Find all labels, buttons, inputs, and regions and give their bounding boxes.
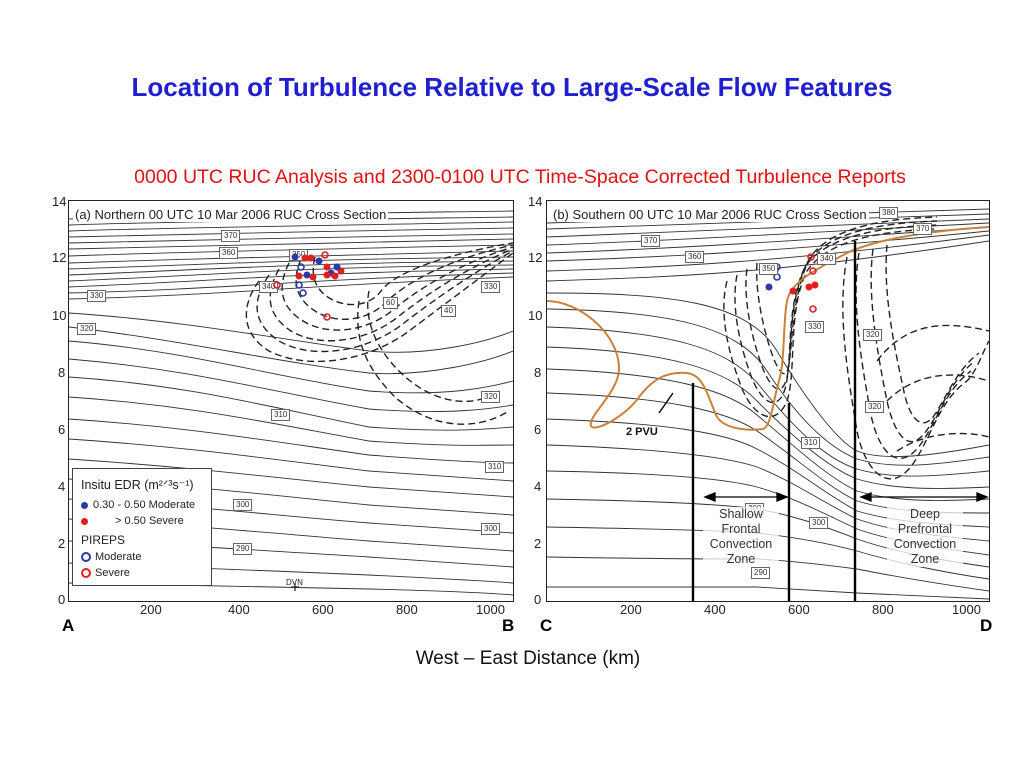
legend: Insitu EDR (m²ᐟ³s⁻¹) 0.30 - 0.50 Moderat…: [72, 468, 212, 586]
isentrope-label: 300: [481, 523, 501, 535]
isentrope-label: 310: [801, 437, 821, 449]
y-tick: 0: [534, 592, 542, 607]
legend-item: Severe: [81, 567, 130, 579]
isentrope-label: 40: [441, 305, 456, 317]
y-tick: 6: [534, 422, 542, 437]
isentrope-label: 320: [863, 329, 883, 341]
legend-item: > 0.50 Severe: [81, 515, 184, 527]
isentrope-label: 60: [383, 297, 398, 309]
section-endpoint-a: A: [62, 616, 75, 635]
y-tick: 8: [534, 365, 542, 380]
isentrope-label: 330: [481, 281, 501, 293]
y-tick: 12: [528, 250, 543, 265]
severe-dot-icon: [81, 517, 88, 525]
y-tick: 2: [58, 536, 66, 551]
cross-section-panel-b: (b) Southern 00 UTC 10 Mar 2006 RUC Cros…: [546, 200, 990, 602]
isentrope-label: 330: [87, 290, 107, 302]
legend-title: Insitu EDR (m²ᐟ³s⁻¹): [81, 478, 194, 492]
isentrope-label: 330: [805, 321, 825, 333]
isentrope-label: 300: [233, 499, 253, 511]
x-tick: 200: [140, 602, 162, 617]
y-tick: 10: [52, 308, 67, 323]
y-tick: 4: [534, 479, 542, 494]
y-tick: 10: [528, 308, 543, 323]
isentrope-label: 310: [485, 461, 505, 473]
x-tick: 800: [396, 602, 418, 617]
panel-a-turbulence-markers: [273, 251, 345, 591]
section-endpoint-b: B: [502, 616, 515, 635]
panel-a-title: (a) Northern 00 UTC 10 Mar 2006 RUC Cros…: [73, 207, 389, 222]
isentrope-label: 360: [685, 251, 705, 263]
isentrope-label: 350: [759, 263, 779, 275]
isentrope-label: 300: [809, 517, 829, 529]
slide-title: Location of Turbulence Relative to Large…: [131, 72, 893, 102]
isentrope-label: 310: [271, 409, 291, 421]
panel-b-contours: [547, 208, 989, 601]
y-tick: 8: [58, 365, 66, 380]
legend-pireps-title: PIREPS: [81, 533, 126, 547]
moderate-dot-icon: [81, 501, 88, 509]
legend-item: Moderate: [81, 551, 141, 563]
y-tick: 2: [534, 536, 542, 551]
isentrope-label: 290: [751, 567, 771, 579]
x-tick: 1000: [952, 602, 981, 617]
deep-prefrontal-convection-zone-label: Deep Prefrontal Convection Zone: [887, 507, 963, 567]
section-endpoint-c: C: [540, 616, 553, 635]
isentrope-label: 290: [233, 543, 253, 555]
panel-b-title: (b) Southern 00 UTC 10 Mar 2006 RUC Cros…: [551, 207, 869, 222]
isentrope-label: 370: [913, 223, 933, 235]
isentrope-label: 370: [641, 235, 661, 247]
station-label: DVN: [286, 578, 303, 587]
slide-subtitle: 0000 UTC RUC Analysis and 2300-0100 UTC …: [134, 166, 906, 188]
x-tick: 400: [228, 602, 250, 617]
isentrope-label: 340: [817, 253, 837, 265]
x-tick: 600: [312, 602, 334, 617]
legend-item: 0.30 - 0.50 Moderate: [81, 499, 195, 511]
cross-section-panel-a: (a) Northern 00 UTC 10 Mar 2006 RUC Cros…: [68, 200, 514, 602]
x-tick: 1000: [476, 602, 505, 617]
isentrope-label: 320: [481, 391, 501, 403]
isentrope-label: 320: [77, 323, 97, 335]
isentrope-label: 370: [221, 230, 241, 242]
isentrope-label: 320: [865, 401, 885, 413]
y-tick: 0: [58, 592, 66, 607]
pvu-annotation: 2 PVU: [626, 426, 658, 438]
y-tick: 12: [52, 250, 67, 265]
shallow-frontal-convection-zone-label: Shallow Frontal Convection Zone: [703, 507, 779, 567]
x-tick: 400: [704, 602, 726, 617]
moderate-ring-icon: [81, 552, 91, 563]
y-tick: 6: [58, 422, 66, 437]
isentrope-label: 380: [879, 207, 899, 219]
section-endpoint-d: D: [980, 616, 993, 635]
x-tick: 800: [872, 602, 894, 617]
y-tick: 14: [52, 194, 67, 209]
y-tick: 14: [528, 194, 543, 209]
y-tick: 4: [58, 479, 66, 494]
x-tick: 600: [788, 602, 810, 617]
x-axis-title: West – East Distance (km): [415, 648, 641, 669]
isentrope-label: 360: [219, 247, 239, 259]
severe-ring-icon: [81, 568, 91, 579]
x-tick: 200: [620, 602, 642, 617]
